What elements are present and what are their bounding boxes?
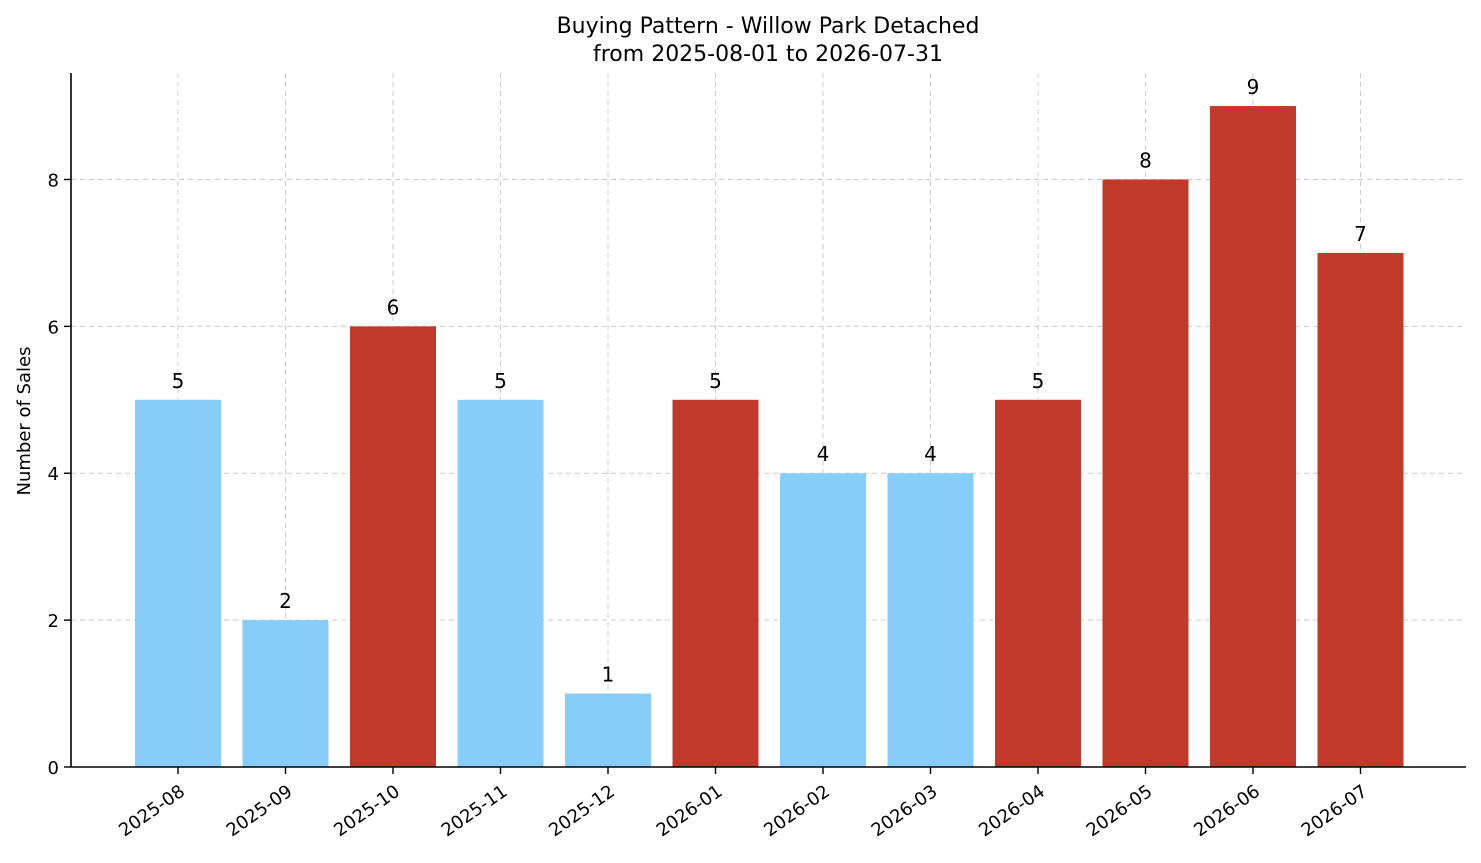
x-tick-label: 2026-03 <box>868 781 942 841</box>
y-tick-label: 2 <box>48 611 59 632</box>
x-tick-label: 2026-01 <box>653 781 727 841</box>
x-tick-label: 2026-02 <box>760 781 834 841</box>
bar-2025-11 <box>457 399 544 767</box>
bar-2026-06 <box>1210 106 1296 768</box>
chart-subtitle: from 2025-08-01 to 2026-07-31 <box>593 42 943 67</box>
bar-2026-05 <box>1102 179 1189 768</box>
y-tick-label: 8 <box>48 170 59 191</box>
y-ticks: 0 2 4 6 8 <box>48 170 71 779</box>
data-labels-layer: 5 2 6 5 1 5 4 4 5 8 9 7 <box>172 75 1367 687</box>
x-tick-label: 2026-06 <box>1190 781 1264 841</box>
data-label-2026-02: 4 <box>817 442 830 466</box>
bar-2025-08 <box>135 399 221 767</box>
bar-2026-04 <box>995 399 1081 767</box>
y-tick-label: 4 <box>48 464 59 485</box>
bar-2026-02 <box>780 473 866 767</box>
bar-2025-12 <box>565 693 651 767</box>
x-tick-label: 2026-05 <box>1083 781 1157 841</box>
data-label-2025-10: 6 <box>387 295 400 319</box>
data-label-2026-07: 7 <box>1354 222 1367 246</box>
bar-2026-07 <box>1317 252 1404 768</box>
data-label-2026-03: 4 <box>924 442 937 466</box>
y-tick-label: 6 <box>48 317 59 338</box>
data-label-2025-12: 1 <box>602 663 615 687</box>
data-label-2026-04: 5 <box>1032 369 1045 393</box>
y-axis-label: Number of Sales <box>14 346 35 495</box>
y-tick-label: 0 <box>48 758 59 779</box>
data-label-2026-05: 8 <box>1139 148 1152 172</box>
x-tick-label: 2025-10 <box>330 781 404 841</box>
x-tick-label: 2025-12 <box>545 781 619 841</box>
axes-layer <box>70 73 1466 768</box>
x-tick-label: 2026-07 <box>1298 781 1372 841</box>
data-label-2026-06: 9 <box>1247 75 1260 99</box>
bar-2026-03 <box>887 473 974 767</box>
data-label-2026-01: 5 <box>709 369 722 393</box>
bar-2025-10 <box>350 326 436 767</box>
x-tick-label: 2026-04 <box>975 781 1049 841</box>
data-label-2025-09: 2 <box>279 589 292 613</box>
bars-layer <box>135 106 1404 768</box>
bar-2025-09 <box>242 620 329 767</box>
x-tick-label: 2025-11 <box>438 781 512 841</box>
x-ticks: 2025-08 2025-09 2025-10 2025-11 2025-12 2026-… <box>115 767 1371 841</box>
data-label-2025-11: 5 <box>494 369 507 393</box>
x-tick-label: 2025-08 <box>115 781 189 841</box>
bar-2026-01 <box>672 399 759 767</box>
data-label-2025-08: 5 <box>172 369 185 393</box>
x-tick-label: 2025-09 <box>223 781 297 841</box>
chart-title: Buying Pattern - Willow Park Detached <box>557 14 980 39</box>
